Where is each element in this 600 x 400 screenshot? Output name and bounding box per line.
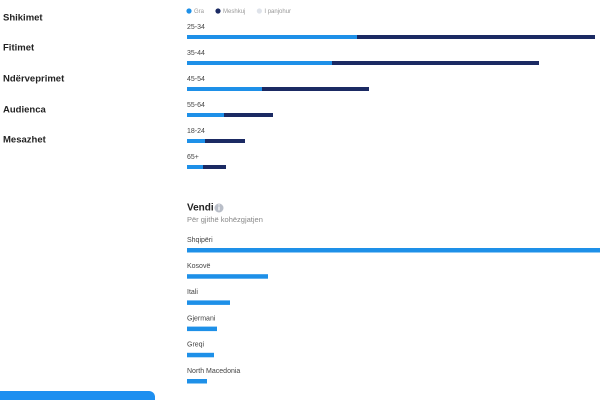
country-bar (187, 274, 268, 279)
country-label: Greqi (187, 342, 205, 349)
section-subtitle: Për gjithë kohëzgjatjen (187, 215, 263, 224)
country-bar (187, 352, 214, 358)
age-bar (224, 113, 273, 117)
nav-item[interactable]: Fitimet (3, 43, 35, 54)
age-bar (187, 113, 224, 117)
country-label: North Macedonia (187, 368, 240, 375)
action-button[interactable] (0, 391, 155, 400)
section-title: Vendi (187, 203, 214, 214)
age-label: 45-54 (187, 76, 205, 83)
country-bar (187, 326, 217, 332)
age-label: 55-64 (187, 102, 205, 109)
info-glyph (218, 206, 220, 211)
age-bar (262, 87, 369, 91)
legend-label: Gra (194, 9, 205, 15)
legend-label: Meshkuj (223, 9, 245, 15)
age-label: 25-34 (187, 24, 205, 31)
age-label: 65+ (187, 154, 199, 161)
age-bar (332, 61, 539, 65)
age-label: 18-24 (187, 128, 205, 135)
country-label: Itali (187, 289, 198, 296)
nav-item[interactable]: Audienca (3, 105, 46, 116)
legend-dot (215, 8, 221, 14)
age-bar (205, 139, 245, 143)
legend-dot (256, 8, 262, 14)
country-bar (187, 379, 207, 384)
nav-item[interactable]: Ndërveprimet (3, 74, 65, 85)
country-label: Shqipëri (187, 237, 213, 244)
country-label: Kosovë (187, 263, 210, 270)
country-bar (187, 248, 600, 253)
age-bar (357, 35, 595, 39)
info-glyph (218, 204, 220, 206)
age-label: 35-44 (187, 50, 205, 57)
legend-label: I panjohur (264, 9, 291, 15)
nav-item[interactable]: Mesazhet (3, 135, 47, 146)
age-bar (187, 61, 332, 65)
age-bar (187, 35, 357, 39)
nav-item[interactable]: Shikimet (3, 13, 43, 24)
age-bar (203, 165, 226, 169)
age-bar (187, 87, 262, 91)
legend-dot (186, 8, 192, 14)
country-bar (187, 300, 230, 305)
age-bar (187, 165, 203, 169)
country-label: Gjermani (187, 315, 216, 322)
age-bar (187, 139, 205, 143)
